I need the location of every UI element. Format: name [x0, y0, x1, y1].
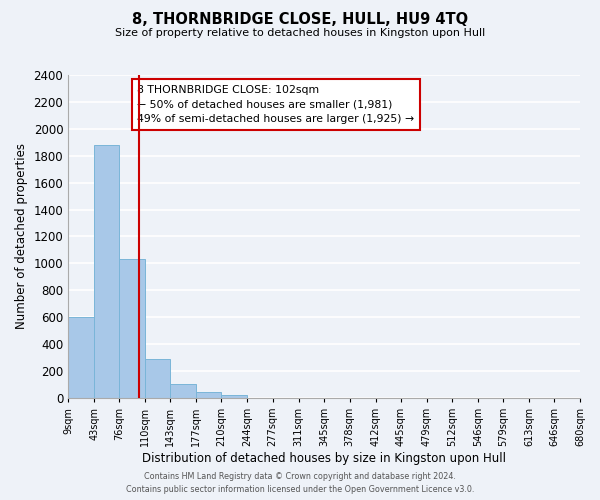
- Text: 8 THORNBRIDGE CLOSE: 102sqm
← 50% of detached houses are smaller (1,981)
49% of : 8 THORNBRIDGE CLOSE: 102sqm ← 50% of det…: [137, 84, 415, 124]
- Bar: [94, 145, 119, 398]
- X-axis label: Distribution of detached houses by size in Kingston upon Hull: Distribution of detached houses by size …: [142, 452, 506, 465]
- Bar: [68, 317, 94, 398]
- Bar: [196, 392, 221, 398]
- Bar: [170, 384, 196, 398]
- Bar: [119, 260, 145, 398]
- Y-axis label: Number of detached properties: Number of detached properties: [15, 144, 28, 330]
- Bar: [145, 359, 170, 398]
- Text: Size of property relative to detached houses in Kingston upon Hull: Size of property relative to detached ho…: [115, 28, 485, 38]
- Text: Contains HM Land Registry data © Crown copyright and database right 2024.
Contai: Contains HM Land Registry data © Crown c…: [126, 472, 474, 494]
- Bar: [221, 394, 247, 398]
- Text: 8, THORNBRIDGE CLOSE, HULL, HU9 4TQ: 8, THORNBRIDGE CLOSE, HULL, HU9 4TQ: [132, 12, 468, 28]
